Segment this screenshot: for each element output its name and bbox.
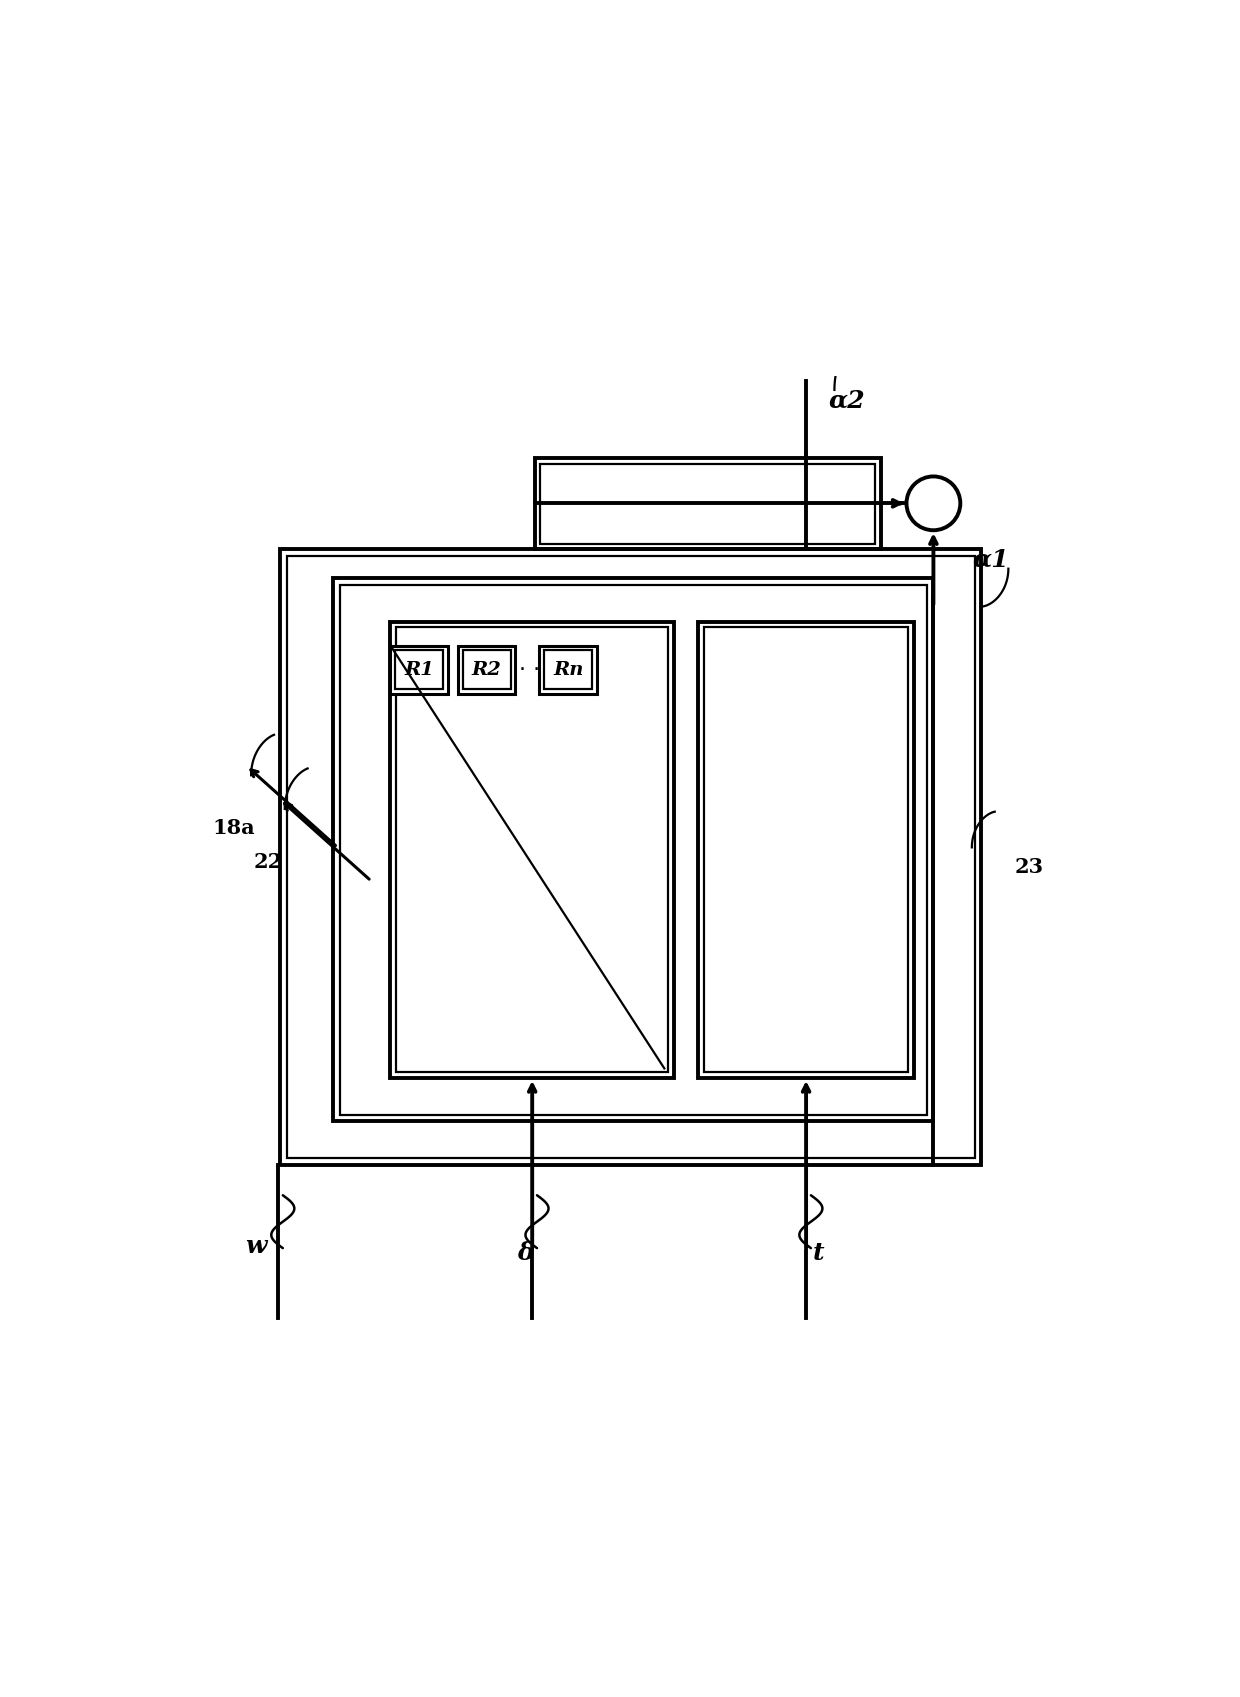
Text: R1: R1 — [404, 660, 434, 679]
Text: Rn: Rn — [553, 660, 583, 679]
Bar — [396, 650, 444, 689]
Text: δ: δ — [517, 1241, 533, 1264]
Text: α1: α1 — [972, 546, 1009, 572]
Text: 18a: 18a — [212, 818, 255, 838]
Bar — [541, 463, 874, 543]
Bar — [704, 628, 909, 1073]
Bar — [458, 645, 516, 694]
Bar — [391, 621, 675, 1078]
Bar — [286, 557, 975, 1157]
Text: w: w — [246, 1234, 267, 1257]
Bar — [539, 645, 598, 694]
Text: 23: 23 — [1016, 857, 1044, 877]
Text: R2: R2 — [471, 660, 501, 679]
Bar — [397, 628, 668, 1073]
Bar — [698, 621, 914, 1078]
Bar — [463, 650, 511, 689]
Bar — [280, 550, 982, 1164]
Bar — [534, 458, 880, 550]
Bar — [340, 585, 926, 1115]
Bar — [544, 650, 593, 689]
Bar — [332, 579, 934, 1122]
Text: t: t — [812, 1241, 823, 1264]
Text: · ·: · · — [520, 660, 541, 679]
Bar — [391, 645, 448, 694]
Text: 22: 22 — [254, 852, 283, 872]
Text: α2: α2 — [828, 389, 866, 412]
Circle shape — [906, 477, 960, 529]
